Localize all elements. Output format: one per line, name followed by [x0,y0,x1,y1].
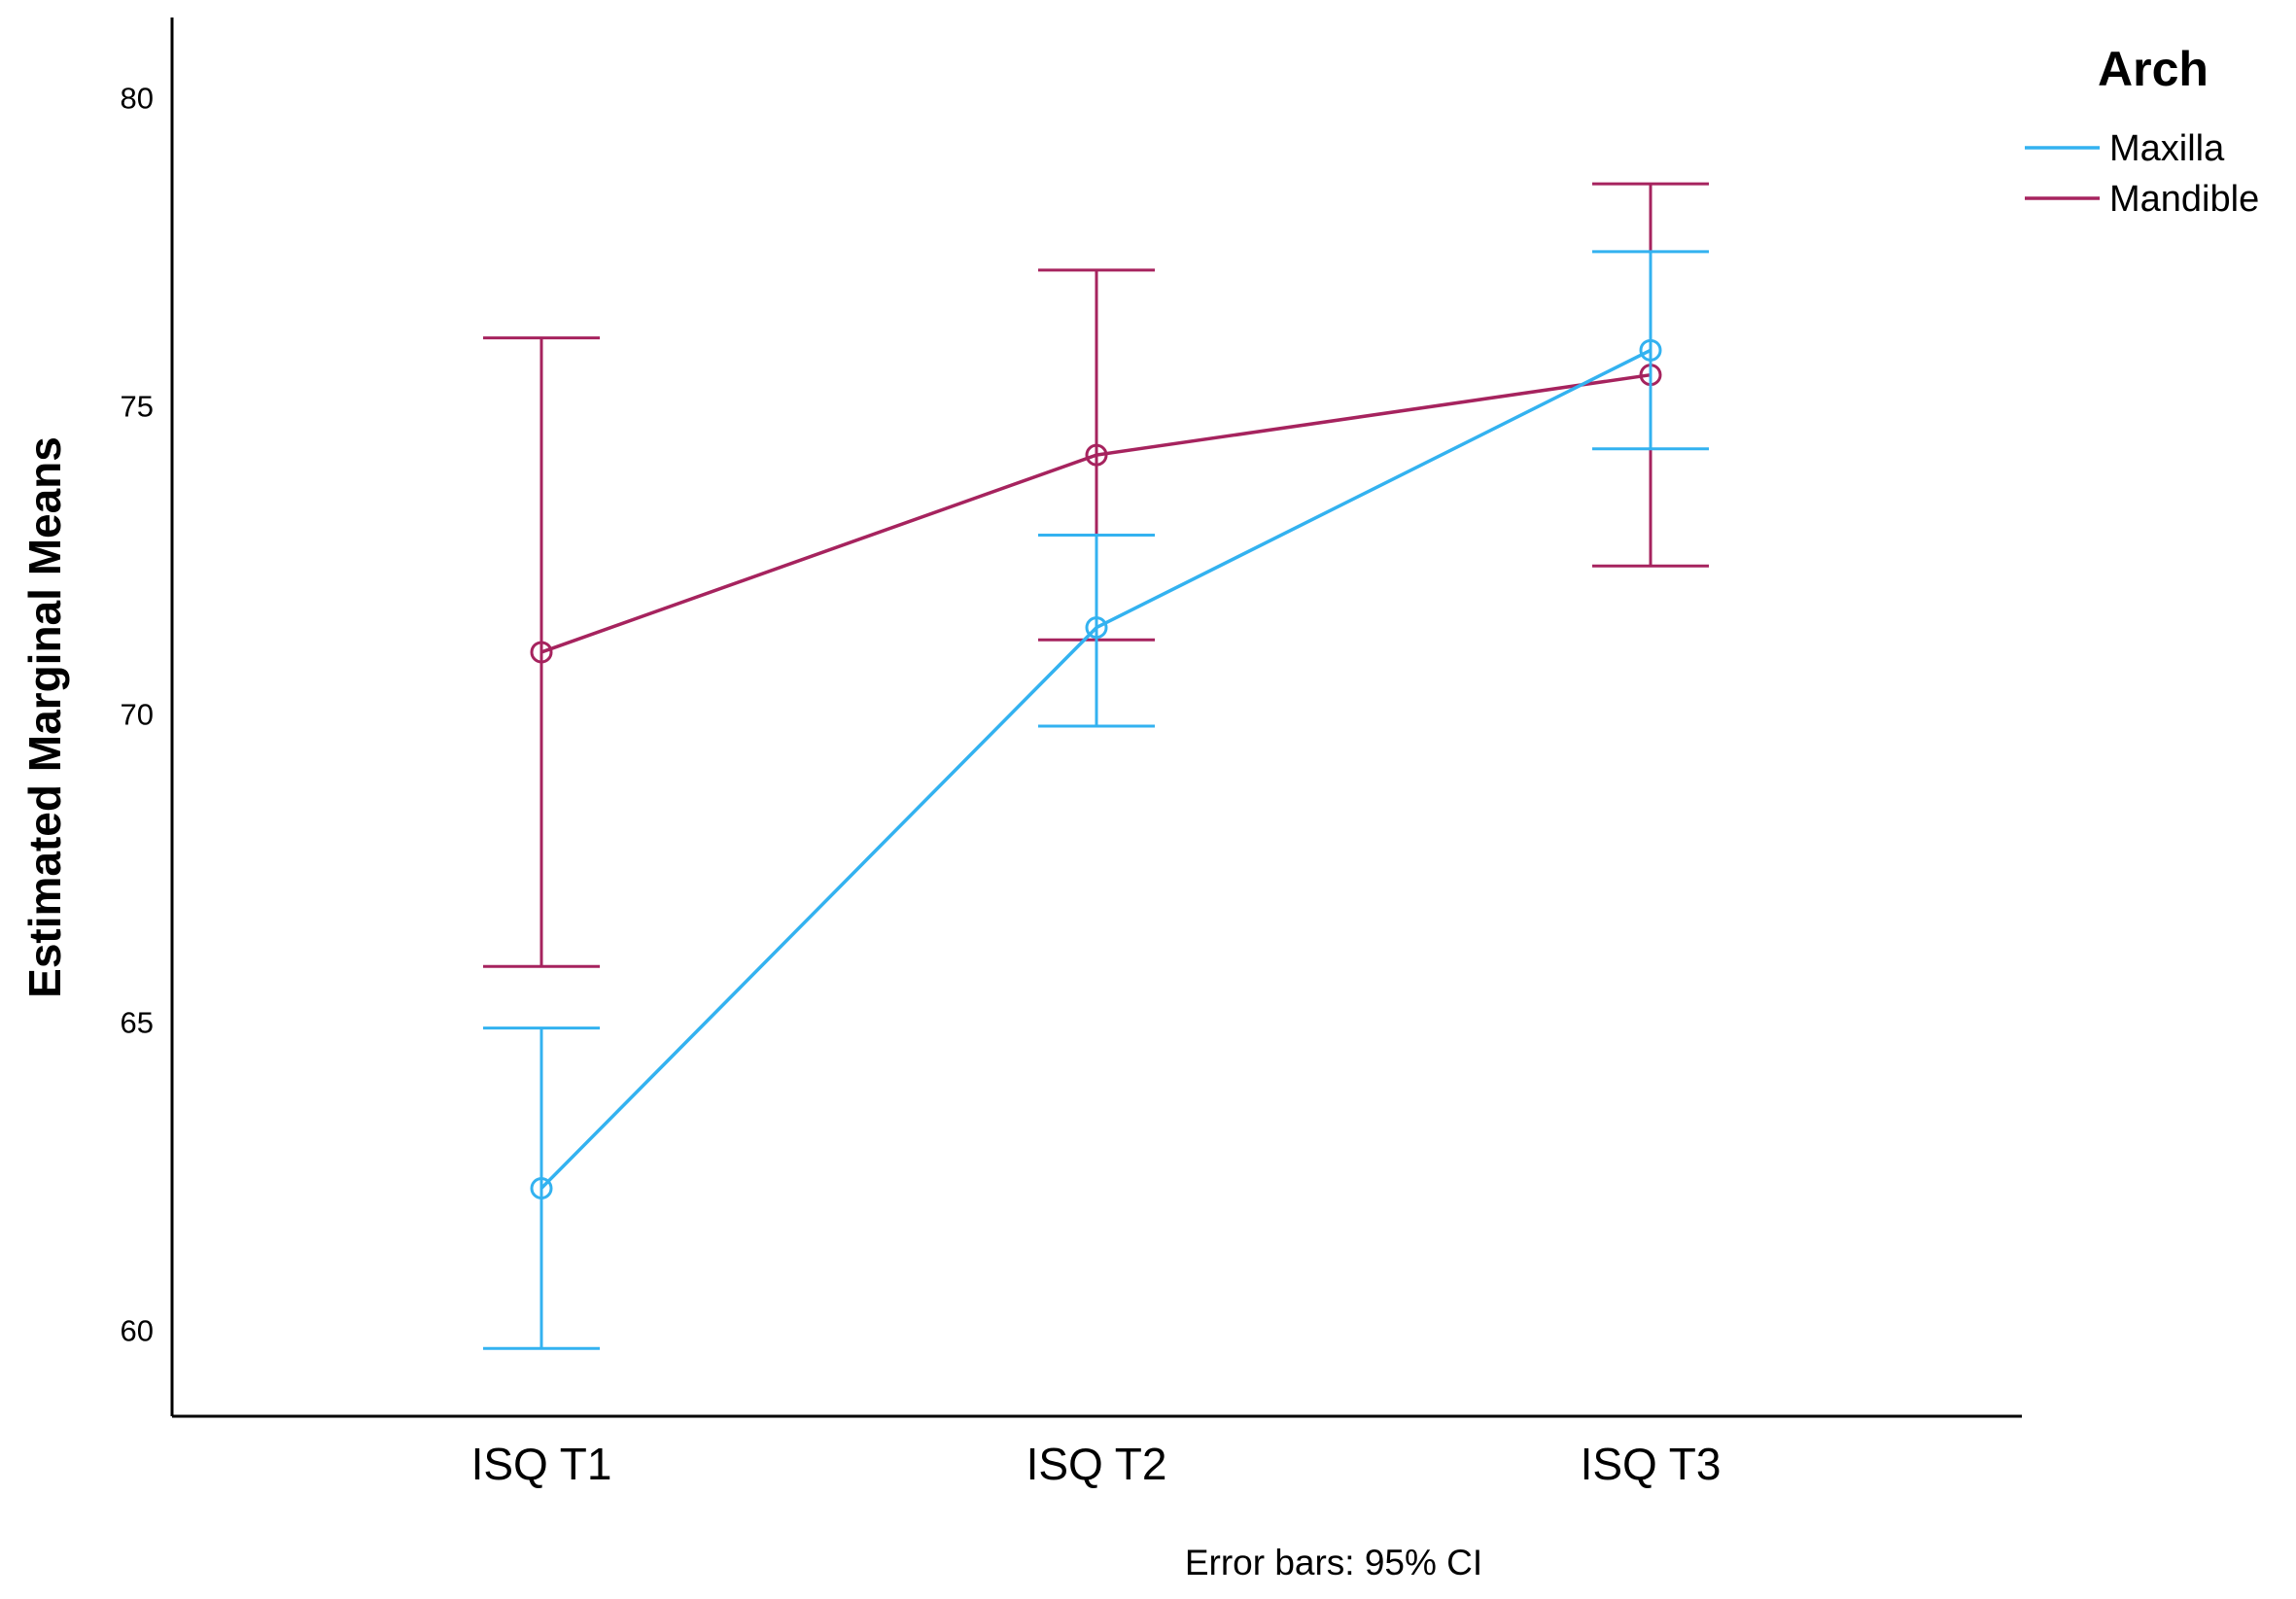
x-axis-categories: ISQ T1 ISQ T2 ISQ T3 [471,1439,1722,1489]
series-mandible [483,182,1709,968]
legend: Arch Maxilla Mandible [2025,42,2259,220]
x-category-label-1: ISQ T1 [471,1439,612,1489]
maxilla-line [539,348,1652,1190]
y-tick-label-80: 80 [121,81,154,115]
x-category-label-2: ISQ T2 [1026,1439,1167,1489]
y-tick-label-70: 70 [121,697,154,731]
data-series [483,182,1709,1350]
y-tick-label-75: 75 [121,389,154,423]
legend-label-mandible: Mandible [2109,179,2259,220]
y-tick-label-65: 65 [121,1005,154,1039]
series-maxilla [483,250,1709,1350]
maxilla-point-2 [1085,616,1108,640]
maxilla-point-3 [1639,338,1662,362]
maxilla-point-1 [530,1176,553,1199]
legend-title: Arch [2098,42,2209,96]
mandible-point-1 [530,641,553,664]
x-category-label-3: ISQ T3 [1581,1439,1722,1489]
mandible-point-2 [1085,443,1108,467]
y-axis-ticks: 60 65 70 75 80 [121,81,154,1347]
y-tick-label-60: 60 [121,1313,154,1347]
error-bars-footnote: Error bars: 95% CI [1185,1543,1482,1582]
axes [170,17,2022,1418]
y-axis-title: Estimated Marginal Means [19,436,70,998]
mandible-line [540,372,1652,654]
legend-label-maxilla: Maxilla [2109,128,2225,169]
